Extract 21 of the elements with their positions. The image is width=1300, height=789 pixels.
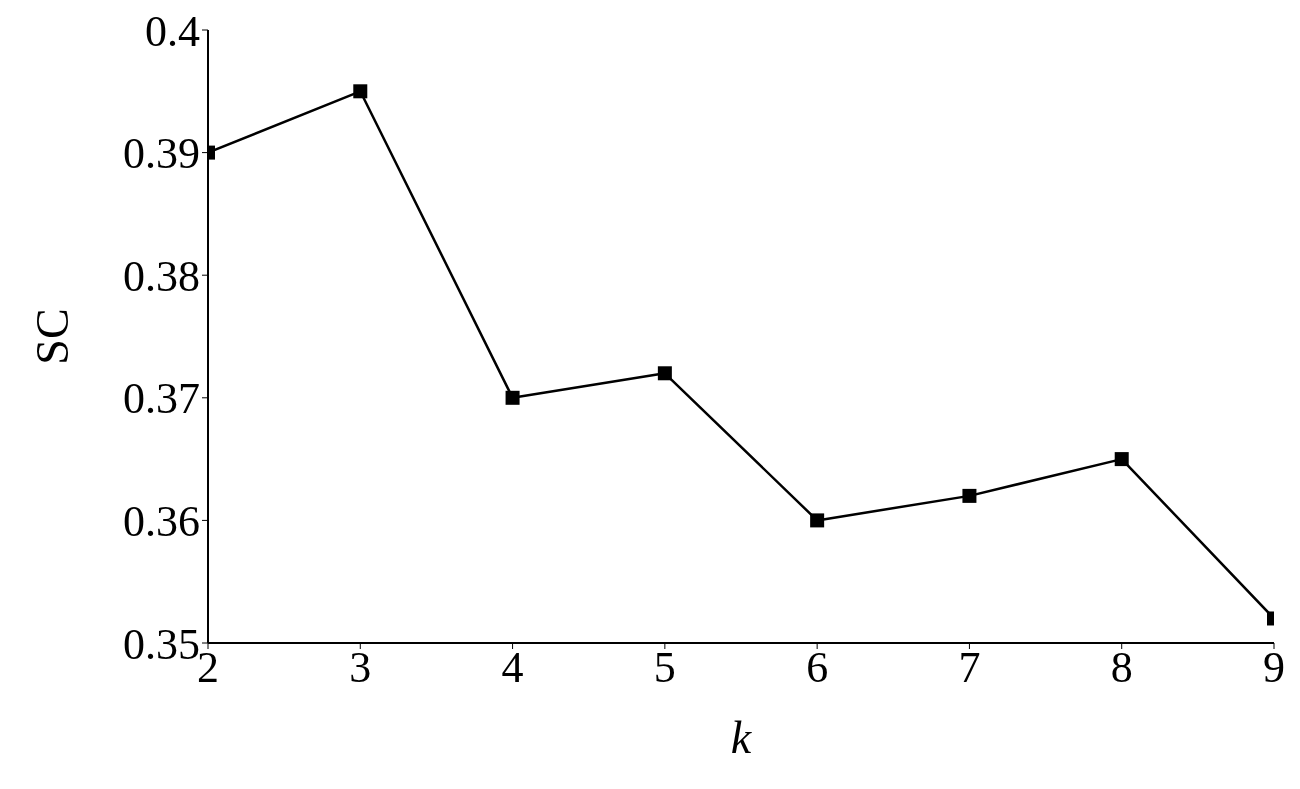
point — [505, 390, 520, 405]
x-tick-label: 4 — [501, 643, 524, 693]
point — [962, 488, 977, 503]
x-tick-label: 5 — [653, 643, 676, 693]
point — [353, 84, 368, 99]
y-tick-label: 0.36 — [123, 497, 200, 547]
y-tick-label: 0.39 — [123, 129, 200, 179]
x-tick-label: 8 — [1110, 643, 1133, 693]
x-tick-label: 6 — [806, 643, 829, 693]
y-tick-label: 0.4 — [145, 6, 200, 56]
y-tick-label: 0.38 — [123, 251, 200, 301]
point — [1114, 452, 1129, 467]
y-axis-title: SC — [27, 308, 79, 365]
y-tick-label: 0.37 — [123, 374, 200, 424]
point — [810, 513, 825, 528]
y-tick-label: 0.35 — [123, 619, 200, 669]
x-tick-label: 7 — [958, 643, 981, 693]
x-axis-title: k — [730, 712, 753, 763]
point — [657, 366, 672, 381]
x-tick-label: 9 — [1263, 643, 1285, 693]
x-tick-label: 3 — [349, 643, 372, 693]
